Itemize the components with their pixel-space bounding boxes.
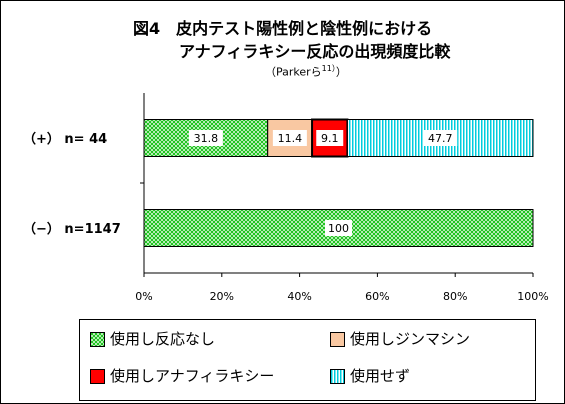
chart-title-line1: 図4 皮内テスト陽性例と陰性例における: [133, 19, 433, 38]
data-label-bg: [325, 220, 352, 236]
data-label: 100: [328, 222, 349, 235]
data-label-bg: [272, 130, 307, 146]
source-text: （Parkerら: [265, 65, 322, 79]
data-label-bg: [188, 130, 223, 146]
legend: 使用し反応なし 使用しジンマシン 使用しアナフィラキシー 使用せず: [79, 319, 536, 401]
x-tick-label: 40%: [287, 290, 311, 303]
legend-label-urticaria: 使用しジンマシン: [350, 330, 471, 348]
data-label: 11.4: [278, 132, 303, 145]
legend-label-no-reaction: 使用し反応なし: [110, 330, 216, 348]
category-label: （+） n= 44: [23, 131, 107, 147]
x-tick-label: 0%: [135, 290, 152, 303]
source-close: ）: [335, 65, 347, 79]
x-tick-label: 100%: [517, 290, 548, 303]
legend-swatch-not-used: [330, 369, 345, 384]
data-label: 9.1: [321, 132, 339, 145]
source-citation: （Parkerら11））: [265, 63, 347, 80]
data-label-bg: [423, 130, 458, 146]
legend-label-not-used: 使用せず: [350, 367, 411, 385]
data-label: 47.7: [428, 132, 453, 145]
x-tick-label: 60%: [365, 290, 389, 303]
x-tick-label: 80%: [443, 290, 467, 303]
data-label: 31.8: [194, 132, 219, 145]
x-tick-label: 20%: [210, 290, 234, 303]
data-label-bg: [316, 130, 344, 146]
bar-segment: [143, 209, 534, 247]
legend-swatch-urticaria: [330, 332, 345, 347]
legend-swatch-no-reaction: [90, 332, 105, 347]
chart-title-line2: アナフィラキシー反応の出現頻度比較: [179, 42, 451, 61]
category-label: （−） n=1147: [23, 221, 121, 237]
legend-label-anaphylaxis: 使用しアナフィラキシー: [110, 367, 275, 385]
bar-chart: （+） n= 44 31.8 11.4 9.1 47.7 （−） n=1147 100 0% 2…: [23, 93, 549, 303]
legend-swatch-anaphylaxis: [90, 369, 105, 384]
source-superscript: 11）: [321, 64, 336, 73]
